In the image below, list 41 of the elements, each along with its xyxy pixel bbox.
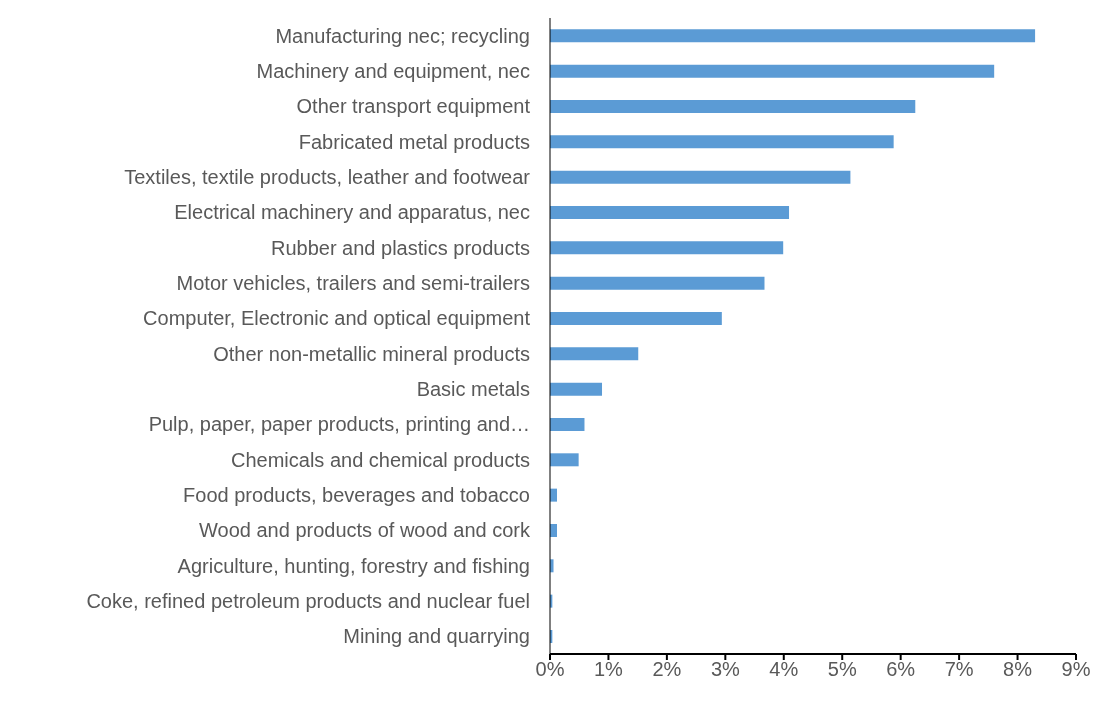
y-tick-label: Computer, Electronic and optical equipment bbox=[143, 307, 531, 330]
bar bbox=[550, 311, 722, 325]
x-tick-label: 3% bbox=[710, 658, 740, 681]
y-tick-label: Agriculture, hunting, forestry and fishing bbox=[177, 554, 530, 577]
y-tick-label: Mining and quarrying bbox=[343, 625, 530, 648]
y-tick-label: Manufacturing nec; recycling bbox=[275, 24, 530, 47]
x-tick-label: 7% bbox=[944, 658, 974, 681]
y-tick-label: Motor vehicles, trailers and semi-trailers bbox=[176, 272, 530, 295]
bar bbox=[550, 347, 639, 361]
bar bbox=[550, 29, 1036, 43]
y-tick-label: Other transport equipment bbox=[296, 95, 531, 118]
y-tick-label: Machinery and equipment, nec bbox=[256, 60, 530, 83]
x-tick-label: 4% bbox=[769, 658, 799, 681]
x-tick-label: 9% bbox=[1061, 658, 1091, 681]
y-tick-label: Food products, beverages and tobacco bbox=[183, 484, 530, 507]
bar bbox=[550, 205, 790, 219]
bar bbox=[550, 99, 916, 113]
y-tick-label: Rubber and plastics products bbox=[270, 236, 530, 259]
bar bbox=[550, 417, 585, 431]
bar bbox=[550, 276, 765, 290]
bar bbox=[550, 241, 784, 255]
x-tick-label: 8% bbox=[1003, 658, 1033, 681]
y-tick-label: Coke, refined petroleum products and nuclear fuel bbox=[86, 590, 530, 613]
y-tick-label: Pulp, paper, paper products, printing and… bbox=[148, 413, 530, 436]
y-tick-label: Wood and products of wood and cork bbox=[199, 519, 531, 542]
y-tick-label: Basic metals bbox=[416, 378, 530, 401]
y-tick-label: Textiles, textile products, leather and footwear bbox=[124, 166, 531, 189]
bar bbox=[550, 64, 995, 78]
y-tick-label: Fabricated metal products bbox=[298, 130, 530, 153]
bar bbox=[550, 170, 851, 184]
bar bbox=[550, 382, 603, 396]
y-tick-label: Chemicals and chemical products bbox=[230, 448, 530, 471]
bar bbox=[550, 135, 894, 149]
y-tick-label: Electrical machinery and apparatus, nec bbox=[174, 201, 530, 224]
bar bbox=[550, 453, 579, 467]
x-tick-label: 6% bbox=[886, 658, 916, 681]
x-tick-label: 1% bbox=[593, 658, 624, 681]
x-tick-label: 0% bbox=[535, 658, 565, 681]
y-tick-label: Other non-metallic mineral products bbox=[213, 342, 530, 365]
x-tick-label: 5% bbox=[827, 658, 857, 681]
x-tick-label: 2% bbox=[652, 658, 682, 681]
